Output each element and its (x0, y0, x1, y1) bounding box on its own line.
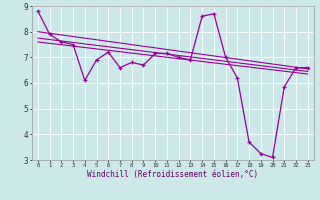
X-axis label: Windchill (Refroidissement éolien,°C): Windchill (Refroidissement éolien,°C) (87, 170, 258, 179)
